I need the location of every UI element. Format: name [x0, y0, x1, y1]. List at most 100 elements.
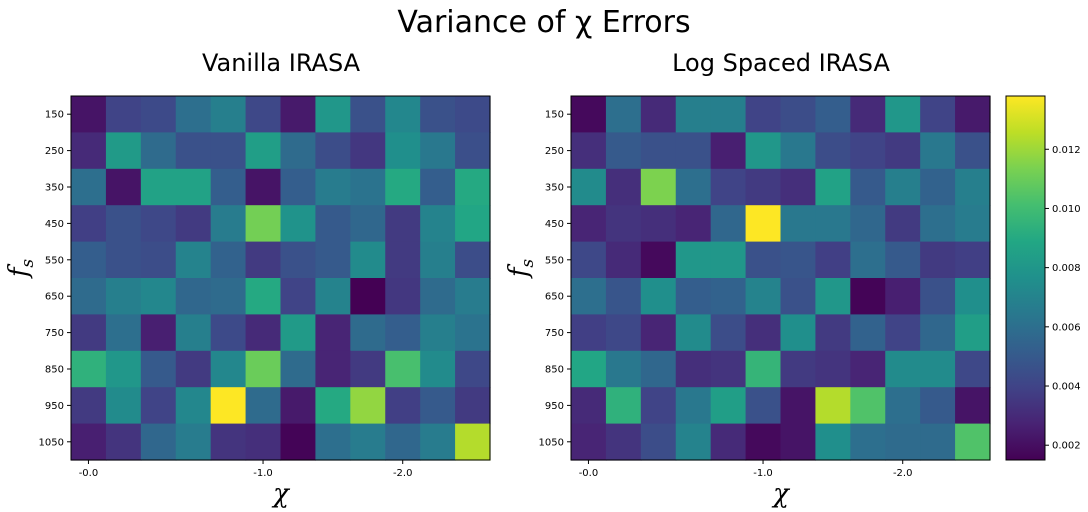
heatmap-cell-log-r8-c4: [710, 387, 747, 425]
y-axis-label-vanilla: fs: [4, 259, 38, 280]
heatmap-cell-vanilla-r9-c2: [140, 423, 177, 461]
heatmap-cell-log-r1-c8: [850, 132, 886, 170]
heatmap-cell-log-r1-c3: [675, 132, 712, 170]
heatmap-cell-vanilla-r6-c11: [455, 314, 491, 352]
heatmap-cell-log-r8-c10: [920, 387, 956, 425]
heatmap-cell-vanilla-r5-c8: [350, 278, 386, 315]
heatmap-cell-vanilla-r3-c5: [245, 205, 282, 243]
heatmap-cell-log-r6-c0: [571, 314, 607, 352]
heatmap-cell-log-r8-c2: [640, 387, 677, 425]
heatmap-cell-vanilla-r5-c1: [105, 278, 142, 315]
heatmap-cell-log-r6-c3: [675, 314, 712, 352]
heatmap-cell-vanilla-r3-c8: [350, 205, 386, 243]
figure-title: Variance of χ Errors: [397, 5, 690, 40]
heatmap-cell-vanilla-r8-c11: [455, 387, 491, 425]
heatmap-cell-log-r2-c9: [885, 168, 921, 206]
heatmap-cell-vanilla-r9-c8: [350, 423, 386, 461]
heatmap-cell-vanilla-r8-c1: [105, 387, 142, 425]
heatmap-cell-log-r7-c5: [745, 350, 782, 388]
heatmap-cell-log-r8-c5: [745, 387, 782, 425]
heatmap-cell-vanilla-r8-c8: [350, 387, 386, 425]
heatmap-cell-vanilla-r3-c0: [71, 205, 107, 243]
heatmap-cell-log-r4-c7: [815, 241, 851, 279]
heatmap-cell-vanilla-r0-c8: [350, 96, 386, 133]
panel-title-vanilla: Vanilla IRASA: [202, 49, 361, 77]
heatmap-cell-log-r2-c1: [605, 168, 642, 206]
heatmap-cell-vanilla-r2-c3: [175, 168, 212, 206]
heatmap-cell-vanilla-r9-c11: [455, 423, 491, 461]
heatmap-cell-log-r4-c2: [640, 241, 677, 279]
heatmap-cell-vanilla-r0-c10: [420, 96, 456, 133]
heatmap-cell-log-r6-c11: [955, 314, 991, 352]
heatmap-cell-log-r4-c1: [605, 241, 642, 279]
heatmap-cell-log-r8-c11: [955, 387, 991, 425]
heatmap-cell-vanilla-r2-c1: [105, 168, 142, 206]
heatmap-cell-log-r0-c8: [850, 96, 886, 133]
heatmap-cell-vanilla-r9-c6: [280, 423, 317, 461]
heatmap-cell-vanilla-r5-c6: [280, 278, 317, 315]
heatmap-cell-log-r9-c2: [640, 423, 677, 461]
heatmap-cell-log-r9-c3: [675, 423, 712, 461]
panel-title-log: Log Spaced IRASA: [672, 49, 890, 77]
heatmap-cell-vanilla-r1-c9: [385, 132, 421, 170]
heatmap-cell-log-r3-c8: [850, 205, 886, 243]
heatmap-cell-log-r4-c0: [571, 241, 607, 279]
heatmap-cell-vanilla-r2-c8: [350, 168, 386, 206]
heatmap-cell-vanilla-r4-c10: [420, 241, 456, 279]
heatmap-cell-log-r4-c11: [955, 241, 991, 279]
heatmap-cell-vanilla-r7-c4: [210, 350, 247, 388]
heatmap-cell-log-r5-c11: [955, 278, 991, 315]
heatmap-cell-vanilla-r6-c7: [315, 314, 351, 352]
heatmap-cell-vanilla-r7-c10: [420, 350, 456, 388]
heatmap-cell-vanilla-r4-c2: [140, 241, 177, 279]
heatmap-cell-vanilla-r6-c9: [385, 314, 421, 352]
heatmap-cell-vanilla-r6-c4: [210, 314, 247, 352]
heatmap-cell-vanilla-r9-c1: [105, 423, 142, 461]
heatmap-cell-log-r1-c9: [885, 132, 921, 170]
heatmap-cell-vanilla-r0-c0: [71, 96, 107, 133]
heatmap-cell-vanilla-r8-c6: [280, 387, 317, 425]
heatmap-cell-vanilla-r3-c10: [420, 205, 456, 243]
x-tick-label: -1.0: [253, 468, 273, 479]
heatmap-cell-log-r3-c6: [780, 205, 817, 243]
y-tick-label: 950: [545, 401, 564, 412]
heatmap-cell-log-r1-c0: [571, 132, 607, 170]
heatmap-cell-log-r4-c9: [885, 241, 921, 279]
heatmap-cell-vanilla-r4-c1: [105, 241, 142, 279]
heatmap-cell-log-r1-c2: [640, 132, 677, 170]
heatmap-cell-log-r3-c7: [815, 205, 851, 243]
heatmap-cell-vanilla-r5-c9: [385, 278, 421, 315]
colorbar-gradient: [1005, 95, 1046, 461]
heatmap-cell-vanilla-r7-c0: [71, 350, 107, 388]
heatmap-cell-log-r6-c7: [815, 314, 851, 352]
heatmap-cell-log-r0-c0: [571, 96, 607, 133]
y-tick-label: 350: [45, 183, 64, 194]
heatmap-cell-log-r8-c8: [850, 387, 886, 425]
heatmap-cell-vanilla-r6-c10: [420, 314, 456, 352]
heatmap-cell-log-r6-c5: [745, 314, 782, 352]
heatmap-cell-vanilla-r5-c0: [71, 278, 107, 315]
heatmap-cell-log-r7-c2: [640, 350, 677, 388]
heatmap-cell-log-r7-c11: [955, 350, 991, 388]
heatmap-cell-log-r0-c3: [675, 96, 712, 133]
heatmap-cell-log-r7-c9: [885, 350, 921, 388]
heatmap-cell-log-r2-c10: [920, 168, 956, 206]
heatmap-cell-vanilla-r1-c6: [280, 132, 317, 170]
heatmap-cell-log-r5-c10: [920, 278, 956, 315]
heatmap-cell-vanilla-r2-c11: [455, 168, 491, 206]
x-ticks-log: -0.0 -1.0 -2.0: [579, 460, 912, 479]
heatmap-cell-vanilla-r6-c6: [280, 314, 317, 352]
y-tick-label: 650: [45, 292, 64, 303]
heatmap-cell-vanilla-r2-c4: [210, 168, 247, 206]
heatmap-cell-log-r6-c8: [850, 314, 886, 352]
heatmap-cell-vanilla-r1-c3: [175, 132, 212, 170]
heatmap-cell-vanilla-r6-c5: [245, 314, 282, 352]
heatmap-cell-vanilla-r3-c4: [210, 205, 247, 243]
y-tick-label: 250: [45, 146, 64, 157]
heatmap-cell-log-r8-c6: [780, 387, 817, 425]
heatmap-cell-vanilla-r6-c3: [175, 314, 212, 352]
y-axis-label-subscript-log: s: [518, 259, 538, 268]
y-tick-label: 650: [545, 292, 564, 303]
colorbar-tick-label: 0.008: [1052, 263, 1081, 274]
heatmap-cell-log-r6-c4: [710, 314, 747, 352]
